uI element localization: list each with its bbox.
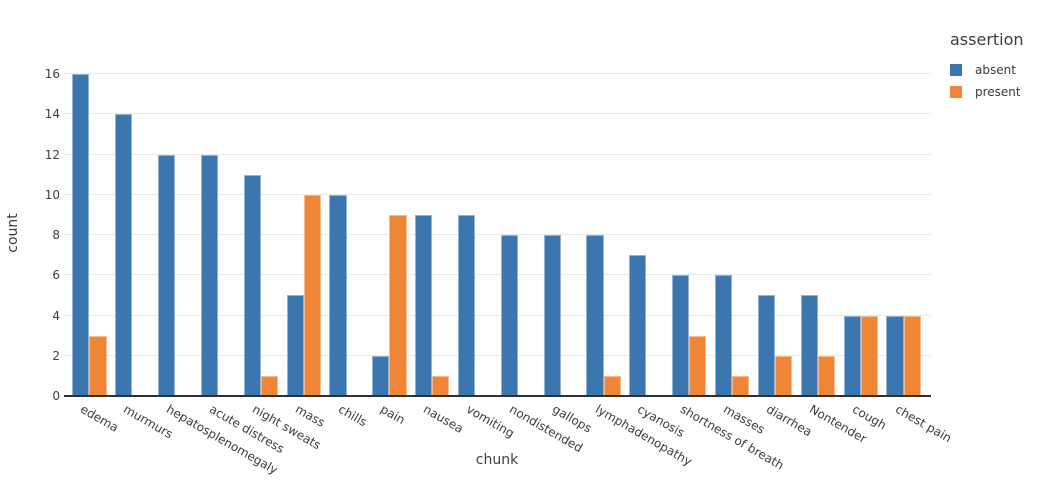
bar-present-cough [860, 315, 878, 396]
gridline-y-4 [64, 314, 931, 316]
gridline-y-8 [64, 234, 931, 235]
y-tick-label-2: 2 [52, 348, 60, 363]
bar-absent-lymphadenopathy [586, 235, 604, 396]
bar-absent-nontender [800, 295, 818, 396]
legend-item-absent[interactable]: absent [950, 59, 1055, 81]
x-tick-label-nondistended: nondistended [506, 402, 586, 456]
legend-title: assertion [950, 30, 1024, 49]
legend-items: absent present [950, 59, 1055, 103]
y-tick-label-14: 14 [44, 107, 60, 122]
y-tick-label-12: 12 [44, 147, 60, 162]
y-tick-label-8: 8 [52, 228, 60, 242]
plot-area [64, 55, 931, 397]
bar-absent-cyanosis [629, 255, 647, 396]
legend-label-absent: absent [975, 63, 1016, 77]
bar-absent-cough [843, 315, 861, 396]
bar-absent-hepatosplenomegaly [157, 154, 176, 396]
legend-swatch-present [950, 86, 962, 98]
gridline-y-16 [64, 73, 931, 74]
legend: assertion absent present [950, 30, 1055, 103]
y-tick-label-0: 0 [52, 389, 60, 403]
bar-absent-night-sweats [243, 174, 261, 396]
gridline-y-10 [64, 193, 931, 195]
legend-swatch-absent [950, 64, 962, 76]
bar-absent-diarrhea [757, 295, 775, 396]
bar-absent-chills [329, 194, 347, 396]
bar-present-nausea [432, 375, 450, 396]
y-tick-label-10: 10 [44, 187, 60, 202]
bar-present-edema [89, 335, 107, 396]
bar-absent-edema [72, 74, 90, 396]
gridline-y-14 [64, 113, 931, 115]
bar-absent-shortness-of-breath [672, 275, 690, 396]
x-axis-title: chunk [475, 452, 519, 468]
gridline-y-12 [64, 153, 931, 155]
bar-present-pain [389, 214, 407, 396]
y-tick-label-4: 4 [52, 308, 60, 323]
x-tick-label-edema: edema [78, 402, 122, 435]
bar-present-shortness-of-breath [689, 335, 707, 396]
bar-absent-gallops [543, 235, 561, 396]
bar-present-mass [303, 194, 321, 396]
x-tick-label-nausea: nausea [421, 402, 466, 436]
x-axis-line [64, 395, 931, 397]
gridline-y-2 [64, 354, 931, 356]
y-tick-label-6: 6 [52, 268, 60, 283]
bar-absent-nausea [415, 214, 433, 396]
bar-present-lymphadenopathy [603, 375, 621, 396]
bar-absent-murmurs [115, 114, 133, 396]
y-tick-label-16: 16 [44, 67, 60, 81]
x-tick-label-chills: chills [335, 402, 369, 430]
bar-absent-chest-pain [886, 315, 904, 396]
legend-item-present[interactable]: present [950, 81, 1055, 103]
bar-absent-mass [286, 295, 304, 396]
legend-label-present: present [975, 85, 1021, 99]
bar-present-nontender [817, 355, 835, 396]
bar-present-night-sweats [260, 375, 278, 396]
bar-present-diarrhea [775, 355, 793, 396]
x-tick-label-vomiting: vomiting [464, 402, 517, 441]
bar-absent-nondistended [500, 235, 518, 396]
gridline-y-6 [64, 274, 931, 276]
bar-present-chest-pain [903, 315, 921, 396]
x-tick-label-chest-pain: chest pain [892, 402, 954, 446]
bar-present-masses [732, 375, 750, 396]
bar-absent-vomiting [457, 214, 476, 396]
x-tick-label-pain: pain [378, 402, 408, 428]
bar-absent-masses [715, 275, 733, 396]
x-tick-label-diarrhea: diarrhea [764, 402, 815, 440]
bar-absent-acute-distress [200, 154, 218, 396]
bar-absent-pain [372, 355, 390, 396]
